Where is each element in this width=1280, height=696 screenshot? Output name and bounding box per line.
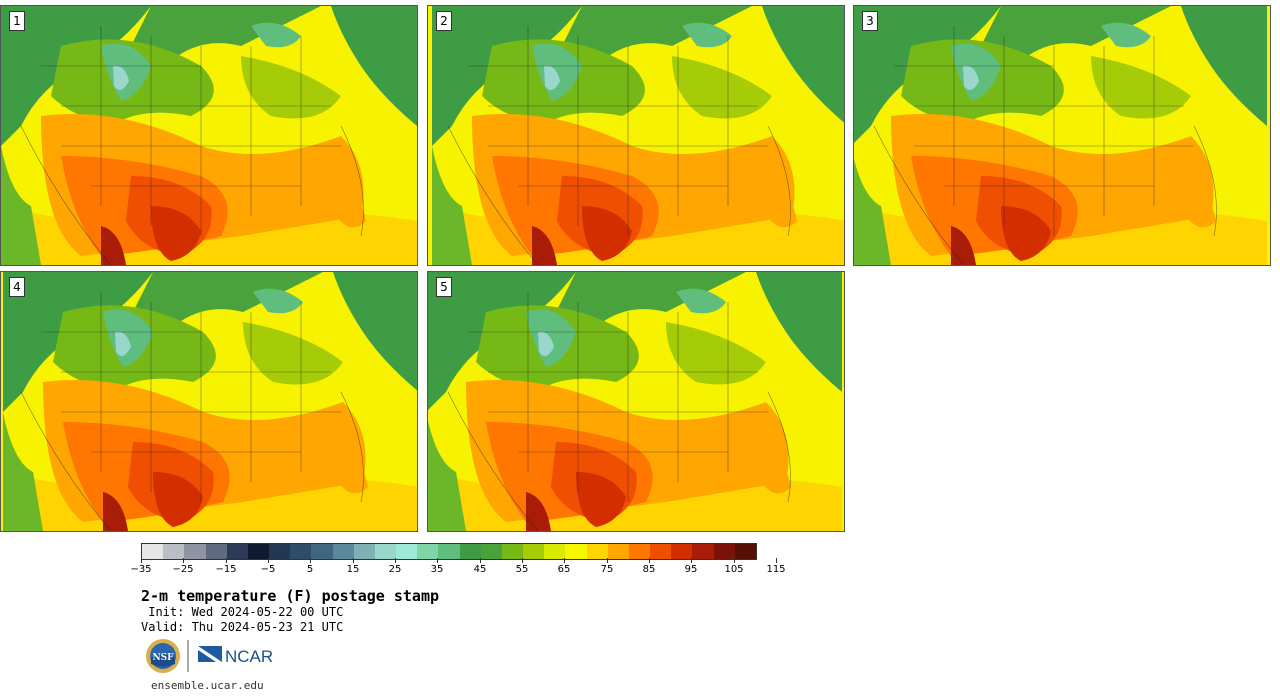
svg-text:NCAR: NCAR (225, 647, 273, 666)
colorbar-swatch (713, 544, 735, 559)
colorbar-tick (268, 558, 269, 563)
member-panel-4: 4 (0, 271, 418, 532)
colorbar-swatch (628, 544, 651, 559)
colorbar-swatch (650, 544, 672, 559)
colorbar-tick (691, 558, 692, 563)
colorbar-swatch (523, 544, 545, 559)
colorbar-swatch (438, 544, 460, 559)
colorbar-swatch (184, 544, 206, 559)
colorbar-tick (564, 558, 565, 563)
init-time: Init: Wed 2024-05-22 00 UTC (141, 605, 344, 619)
panel-label: 4 (9, 277, 25, 297)
colorbar-tick (395, 558, 396, 563)
colorbar-tick (310, 558, 311, 563)
colorbar-tick (649, 558, 650, 563)
panel-label: 2 (436, 11, 452, 31)
panel-label: 1 (9, 11, 25, 31)
colorbar-tick-label: −35 (130, 564, 152, 575)
colorbar-swatch (417, 544, 439, 559)
colorbar-tick (480, 558, 481, 563)
colorbar-tick-label: 75 (600, 564, 614, 575)
temperature-colorbar (141, 543, 757, 560)
colorbar-swatch (480, 544, 502, 559)
colorbar-swatch (459, 544, 481, 559)
colorbar-tick (141, 558, 142, 563)
member-panel-3: 3 (853, 5, 1271, 266)
valid-time: Valid: Thu 2024-05-23 21 UTC (141, 620, 344, 634)
colorbar-tick-label: 45 (473, 564, 487, 575)
colorbar-tick (353, 558, 354, 563)
panel-label: 3 (862, 11, 878, 31)
colorbar-tick-label: 25 (388, 564, 402, 575)
colorbar-swatch (671, 544, 693, 559)
colorbar-tick (607, 558, 608, 563)
colorbar-tick-label: 5 (306, 564, 314, 575)
colorbar-swatch (290, 544, 312, 559)
colorbar-tick-label: 65 (557, 564, 571, 575)
colorbar-swatch (374, 544, 397, 559)
colorbar-swatch (586, 544, 608, 559)
colorbar-tick-label: 105 (724, 564, 744, 575)
member-panel-5: 5 (427, 271, 845, 532)
colorbar-swatch (311, 544, 333, 559)
member-panel-1: 1 (0, 5, 418, 266)
colorbar-tick (522, 558, 523, 563)
colorbar-swatch (163, 544, 185, 559)
colorbar-ticks: −35 −25 −15 −5 5 15 25 35 45 55 65 75 85 95 105 115 (130, 558, 786, 580)
colorbar-swatch (501, 544, 524, 559)
colorbar-swatch (607, 544, 629, 559)
nsf-ncar-logo: NSF NCAR (146, 639, 273, 673)
colorbar-tick-label: 35 (430, 564, 444, 575)
colorbar-swatch (692, 544, 714, 559)
svg-text:NSF: NSF (152, 653, 174, 663)
colorbar-tick (183, 558, 184, 563)
ncar-logo: NCAR (198, 646, 273, 666)
colorbar-swatch (332, 544, 354, 559)
colorbar-tick (226, 558, 227, 563)
colorbar-tick-label: 95 (684, 564, 698, 575)
colorbar-swatch (142, 544, 164, 559)
colorbar-tick (776, 558, 777, 563)
colorbar-swatch (734, 544, 756, 559)
colorbar-swatch (353, 544, 375, 559)
plot-title: 2-m temperature (F) postage stamp (141, 587, 440, 605)
nsf-seal: NSF (146, 639, 180, 673)
colorbar-tick-label: 85 (642, 564, 656, 575)
colorbar-swatch (396, 544, 418, 559)
panel-label: 5 (436, 277, 452, 297)
colorbar-swatch (247, 544, 270, 559)
colorbar-tick-label: 115 (766, 564, 786, 575)
colorbar-swatch (205, 544, 227, 559)
colorbar-swatch (565, 544, 587, 559)
colorbar-tick-label: 15 (346, 564, 360, 575)
colorbar-tick-label: −25 (172, 564, 194, 575)
colorbar-tick (734, 558, 735, 563)
website-url: ensemble.ucar.edu (151, 679, 264, 692)
colorbar-tick-label: −5 (260, 564, 276, 575)
colorbar-swatch (544, 544, 566, 559)
colorbar-swatch (269, 544, 291, 559)
colorbar-tick-label: −15 (215, 564, 237, 575)
colorbar-tick-label: 55 (515, 564, 529, 575)
member-panel-2: 2 (427, 5, 845, 266)
colorbar-tick (437, 558, 438, 563)
colorbar-swatch (226, 544, 248, 559)
